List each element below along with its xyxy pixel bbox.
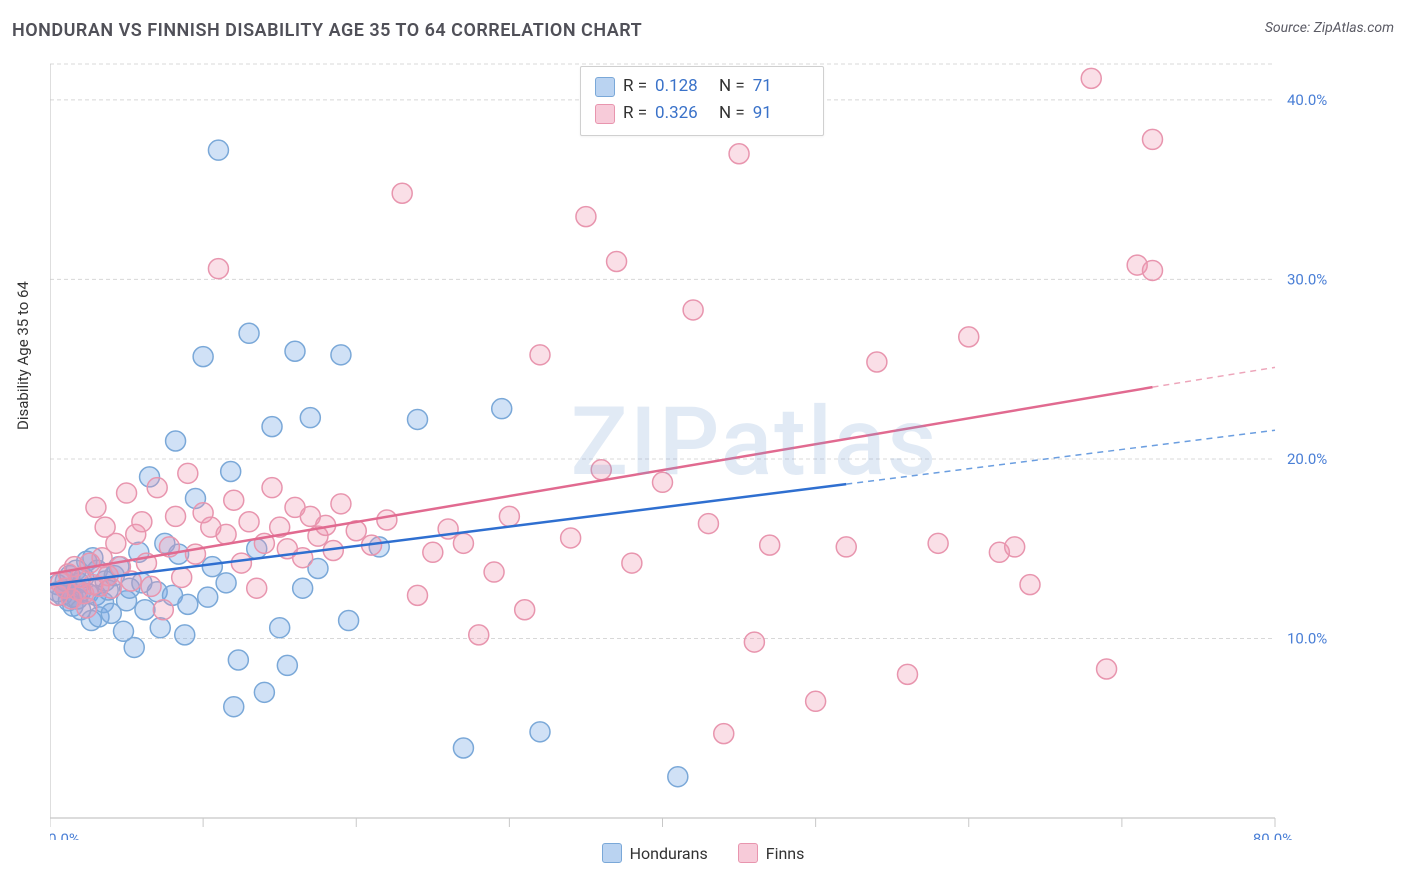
svg-text:80.0%: 80.0% [1253, 830, 1293, 840]
y-axis-label: Disability Age 35 to 64 [14, 281, 32, 430]
legend-label-hondurans: Hondurans [630, 844, 708, 863]
legend-item-finns: Finns [738, 843, 805, 863]
swatch-pink-icon [595, 104, 615, 124]
correlation-info-box: R = 0.128 N = 71 R = 0.326 N = 91 [580, 66, 824, 136]
swatch-pink-icon [738, 843, 758, 863]
chart-title: HONDURAN VS FINNISH DISABILITY AGE 35 TO… [12, 20, 642, 41]
svg-text:10.0%: 10.0% [1287, 629, 1327, 647]
svg-text:30.0%: 30.0% [1287, 270, 1327, 288]
bottom-legend: Hondurans Finns [0, 843, 1406, 863]
swatch-blue-icon [602, 843, 622, 863]
svg-text:20.0%: 20.0% [1287, 450, 1327, 468]
svg-text:0.0%: 0.0% [50, 830, 80, 840]
info-row-finns: R = 0.326 N = 91 [595, 100, 809, 127]
legend-item-hondurans: Hondurans [602, 843, 708, 863]
legend-label-finns: Finns [766, 844, 805, 863]
n-value-finns: 91 [753, 100, 809, 127]
swatch-blue-icon [595, 77, 615, 97]
info-row-hondurans: R = 0.128 N = 71 [595, 73, 809, 100]
source-attribution: Source: ZipAtlas.com [1265, 20, 1394, 36]
svg-text:40.0%: 40.0% [1287, 91, 1327, 109]
r-value-hondurans: 0.128 [655, 73, 711, 100]
scatter-chart-svg: 10.0% 20.0% 30.0% 40.0% 0.0% 80.0% [50, 58, 1340, 840]
chart-plot-area: 10.0%20.0%30.0%40.0%0.0%80.0% ZIPatlas R… [50, 58, 1340, 840]
n-value-hondurans: 71 [753, 73, 809, 100]
r-value-finns: 0.326 [655, 100, 711, 127]
